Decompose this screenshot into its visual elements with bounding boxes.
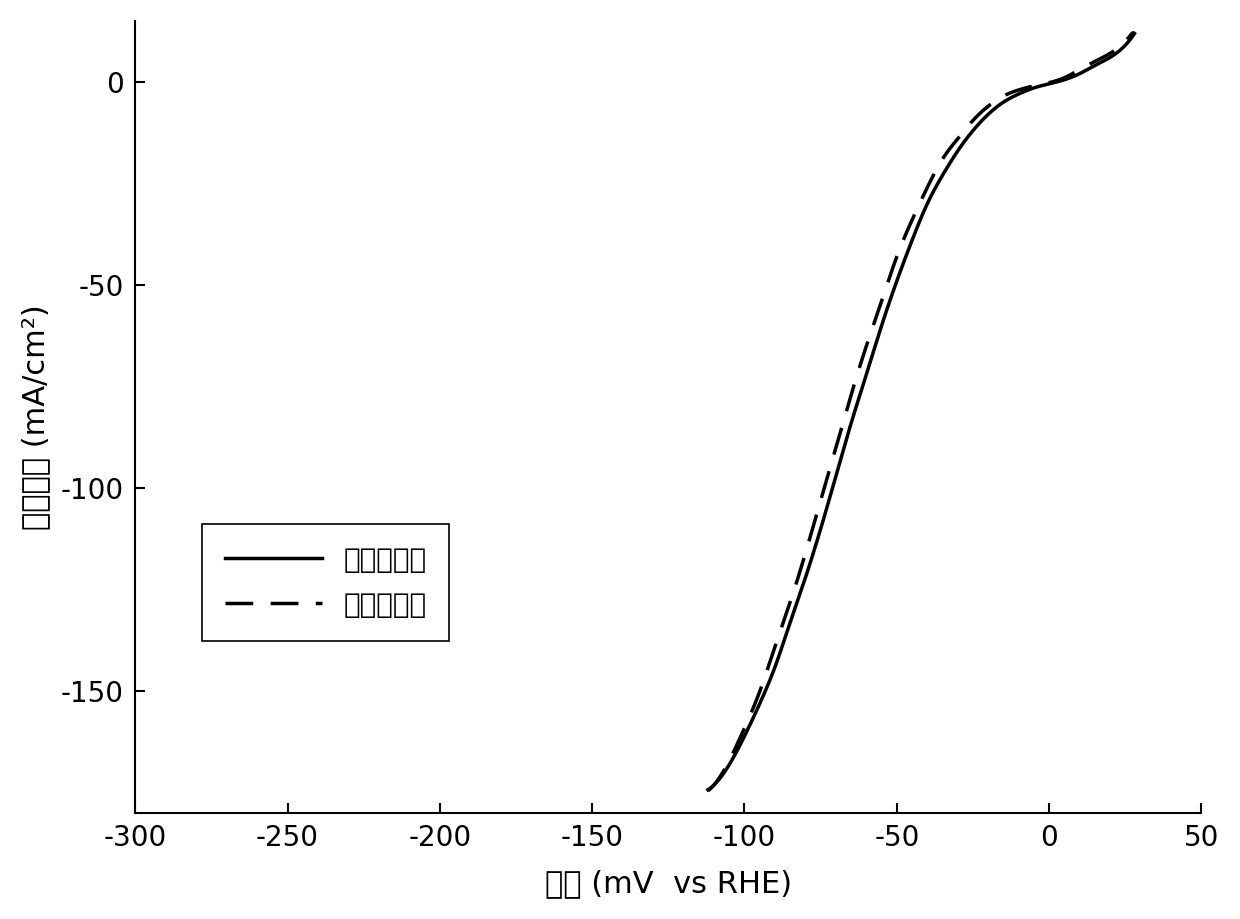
稳定测试后 — [1037, 80, 1052, 91]
稳定测试前 — [1115, 39, 1130, 50]
稳定测试后 — [1127, 28, 1142, 39]
稳定测试后 — [1115, 43, 1130, 54]
稳定测试前 — [1125, 28, 1140, 39]
稳定测试后 — [701, 784, 715, 795]
Y-axis label: 电流密度 (mA/cm²): 电流密度 (mA/cm²) — [21, 304, 50, 530]
稳定测试前 — [897, 233, 911, 244]
X-axis label: 电势 (mV  vs RHE): 电势 (mV vs RHE) — [544, 869, 792, 898]
Legend: 稳定测试后, 稳定测试前: 稳定测试后, 稳定测试前 — [202, 524, 449, 641]
稳定测试后 — [722, 758, 737, 769]
稳定测试后 — [1115, 43, 1130, 54]
稳定测试前 — [722, 754, 737, 766]
稳定测试后 — [897, 255, 911, 267]
稳定测试前 — [1127, 28, 1142, 39]
Line: 稳定测试后: 稳定测试后 — [708, 33, 1135, 789]
稳定测试后 — [908, 226, 923, 237]
稳定测试前 — [1037, 78, 1052, 89]
稳定测试前 — [1115, 39, 1130, 50]
稳定测试前 — [701, 785, 715, 796]
Line: 稳定测试前: 稳定测试前 — [708, 33, 1135, 790]
稳定测试前 — [908, 208, 923, 219]
